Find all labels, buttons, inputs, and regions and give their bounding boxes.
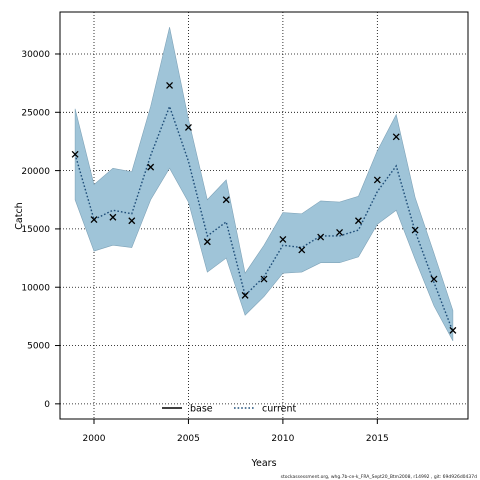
- data-point-x-marker: [260, 275, 268, 283]
- data-point-x-marker: [166, 82, 174, 89]
- legend-base-label: base: [190, 404, 213, 415]
- data-point-x-marker: [71, 150, 79, 158]
- y-tick-label: 15000: [21, 225, 50, 235]
- data-point-x-marker: [128, 217, 136, 225]
- confidence-band: [74, 27, 454, 342]
- y-tick-label: 30000: [21, 50, 50, 60]
- observed-points: [71, 82, 457, 334]
- data-point-x-marker: [373, 176, 381, 184]
- y-tick-label: 0: [44, 400, 50, 410]
- data-point-x-marker: [203, 238, 211, 246]
- data-point-x-marker: [241, 291, 249, 299]
- x-tick-label: 2010: [271, 434, 294, 444]
- legend: base current: [162, 404, 297, 415]
- x-tick-label: 2005: [177, 434, 200, 444]
- data-point-x-marker: [317, 233, 325, 241]
- x-axis-label: Years: [250, 458, 276, 469]
- data-point-x-marker: [147, 163, 155, 171]
- y-tick-label: 20000: [21, 167, 50, 177]
- data-point-x-marker: [222, 196, 230, 204]
- data-point-x-marker: [184, 123, 192, 131]
- x-tick-label: 2000: [83, 434, 106, 444]
- data-point-x-marker: [298, 246, 306, 254]
- data-point-x-marker: [392, 133, 400, 141]
- footnote: stockassessment.org, whg.7b-ce-k_FRA_Sep…: [281, 474, 477, 480]
- data-point-x-marker: [336, 228, 344, 236]
- data-point-x-marker: [90, 216, 98, 224]
- data-point-x-marker: [109, 213, 117, 221]
- data-point-x-marker: [411, 226, 419, 234]
- y-axis-label: Catch: [14, 202, 25, 229]
- y-axis: 0 5000 10000 15000 20000 25000 30000: [21, 50, 60, 410]
- data-point-x-marker: [354, 217, 362, 225]
- x-axis: 2000 2005 2010 2015: [83, 419, 389, 444]
- grid: [60, 12, 468, 419]
- data-point-x-marker: [279, 235, 287, 243]
- y-tick-label: 5000: [27, 342, 50, 352]
- data-point-x-marker: [449, 326, 457, 334]
- y-tick-label: 10000: [21, 283, 50, 293]
- data-point-x-marker: [430, 275, 438, 283]
- x-tick-label: 2015: [366, 434, 389, 444]
- current-line: [74, 104, 454, 332]
- plot-frame: [59, 11, 469, 420]
- legend-current-label: current: [262, 404, 297, 415]
- y-tick-label: 25000: [21, 108, 50, 118]
